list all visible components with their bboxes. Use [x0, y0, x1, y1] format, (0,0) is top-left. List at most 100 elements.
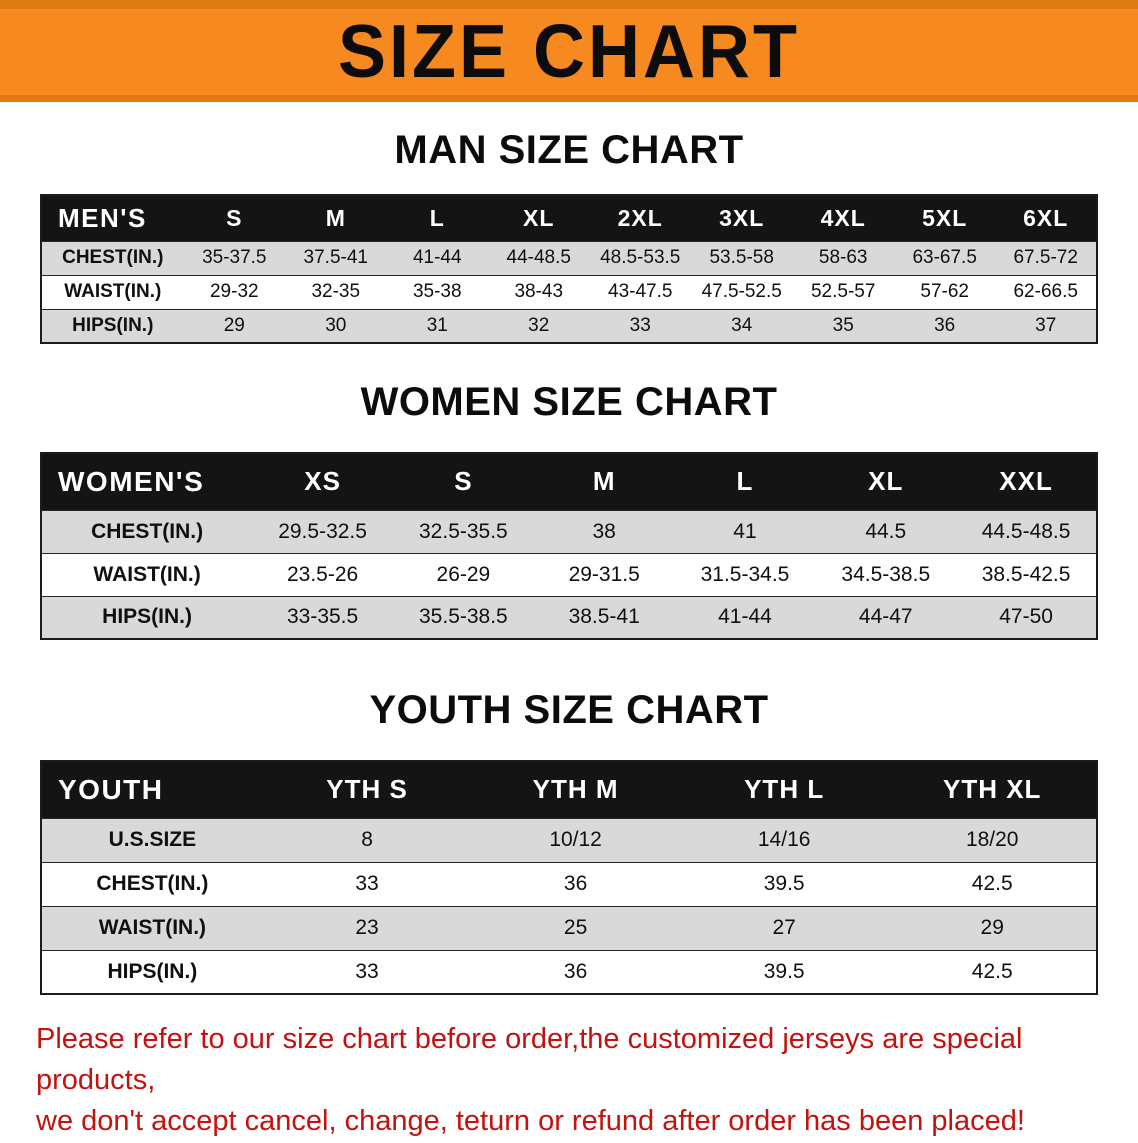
women-size-table: WOMEN'S XS S M L XL XXL CHEST(IN.) 29.5-32.5 32.5… [40, 452, 1098, 640]
measurement-value: 35-38 [386, 274, 488, 310]
measurement-value: 36 [471, 949, 680, 995]
measurement-value: 63-67.5 [893, 240, 996, 276]
row-label: U.S.SIZE [41, 817, 263, 863]
measurement-value: 37.5-41 [285, 240, 387, 276]
youth-size-table: YOUTH YTH S YTH M YTH L YTH XL U.S.SIZE 8 10/12… [40, 760, 1098, 995]
row-label: HIPS(IN.) [41, 308, 184, 344]
size-table: WOMEN'S XS S M L XL XXL CHEST(IN.) 29.5-32.5 32.5… [40, 452, 1098, 640]
row-label: HIPS(IN.) [41, 949, 263, 995]
measurement-row: HIPS(IN.) 33 36 39.5 42.5 [41, 949, 1097, 995]
page-title: SIZE CHART [338, 10, 800, 95]
measurement-value: 44-47 [815, 595, 957, 640]
size-column-header: YTH S [262, 760, 472, 819]
measurement-value: 14/16 [679, 817, 889, 863]
measurement-value: 29 [888, 905, 1097, 951]
measurement-value: 31.5-34.5 [674, 552, 816, 597]
measurement-value: 32-35 [285, 274, 387, 310]
size-column-header: YTH M [471, 760, 680, 819]
measurement-value: 25 [471, 905, 680, 951]
row-label: WAIST(IN.) [41, 552, 253, 597]
row-label: HIPS(IN.) [41, 595, 253, 640]
measurement-value: 67.5-72 [995, 240, 1097, 276]
order-notice: Please refer to our size chart before or… [36, 1019, 1102, 1143]
measurement-value: 36 [471, 861, 680, 907]
measurement-row: CHEST(IN.) 29.5-32.5 32.5-35.5 38 41 44.5 44.5… [41, 509, 1097, 554]
measurement-value: 48.5-53.5 [589, 240, 691, 276]
measurement-value: 29-32 [183, 274, 286, 310]
men-section-heading: MAN SIZE CHART [394, 128, 744, 172]
size-column-header: 2XL [589, 194, 691, 242]
measurement-value: 42.5 [888, 949, 1097, 995]
measurement-value: 32 [488, 308, 590, 344]
measurement-value: 34.5-38.5 [815, 552, 957, 597]
measurement-value: 29-31.5 [533, 552, 675, 597]
size-column-header: S [183, 194, 286, 242]
measurement-value: 53.5-58 [690, 240, 793, 276]
row-label: CHEST(IN.) [41, 240, 184, 276]
measurement-value: 26-29 [392, 552, 534, 597]
measurement-value: 39.5 [679, 949, 889, 995]
measurement-value: 23 [262, 905, 472, 951]
measurement-value: 38-43 [488, 274, 590, 310]
size-column-header: L [386, 194, 488, 242]
size-column-header: XL [815, 452, 957, 511]
row-label: WAIST(IN.) [41, 905, 263, 951]
measurement-value: 42.5 [888, 861, 1097, 907]
row-label: CHEST(IN.) [41, 509, 253, 554]
table-header-row: MEN'S S M L XL 2XL 3XL 4XL 5XL 6XL [41, 194, 1097, 242]
banner: SIZE CHART [0, 0, 1138, 102]
measurement-row: CHEST(IN.) 33 36 39.5 42.5 [41, 861, 1097, 907]
measurement-value: 33-35.5 [252, 595, 393, 640]
size-table: MEN'S S M L XL 2XL 3XL 4XL 5XL 6XL CHEST(IN.) 35-37… [40, 194, 1098, 344]
size-column-header: M [285, 194, 387, 242]
size-column-header: YTH L [679, 760, 889, 819]
size-column-header: 3XL [690, 194, 793, 242]
youth-section-heading: YOUTH SIZE CHART [369, 688, 769, 732]
measurement-value: 38.5-41 [533, 595, 675, 640]
measurement-value: 44.5-48.5 [956, 509, 1097, 554]
measurement-row: WAIST(IN.) 23.5-26 26-29 29-31.5 31.5-34.5 34… [41, 552, 1097, 597]
women-section-heading: WOMEN SIZE CHART [360, 380, 778, 424]
notice-line-1: Please refer to our size chart before or… [36, 1023, 1023, 1097]
size-column-header: 5XL [893, 194, 996, 242]
row-label: CHEST(IN.) [41, 861, 263, 907]
measurement-value: 58-63 [792, 240, 894, 276]
measurement-value: 41-44 [674, 595, 816, 640]
size-column-header: XS [252, 452, 393, 511]
size-column-header: L [674, 452, 816, 511]
measurement-value: 62-66.5 [995, 274, 1097, 310]
measurement-value: 33 [589, 308, 691, 344]
measurement-value: 35-37.5 [183, 240, 286, 276]
measurement-value: 33 [262, 861, 472, 907]
measurement-value: 41-44 [386, 240, 488, 276]
section-youth: YOUTH SIZE CHART YOUTH YTH S YTH M YTH L YTH… [0, 688, 1138, 995]
measurement-value: 38.5-42.5 [956, 552, 1097, 597]
measurement-value: 10/12 [471, 817, 680, 863]
measurement-value: 52.5-57 [792, 274, 894, 310]
measurement-row: HIPS(IN.) 33-35.5 35.5-38.5 38.5-41 41-44 44-… [41, 595, 1097, 640]
size-column-header: 6XL [995, 194, 1097, 242]
measurement-value: 29.5-32.5 [252, 509, 393, 554]
measurement-value: 44.5 [815, 509, 957, 554]
measurement-row: CHEST(IN.) 35-37.5 37.5-41 41-44 44-48.5 48.5… [41, 240, 1097, 276]
size-column-header: XL [488, 194, 590, 242]
size-column-header: S [392, 452, 534, 511]
size-table: YOUTH YTH S YTH M YTH L YTH XL U.S.SIZE 8 10/12… [40, 760, 1098, 995]
measurement-value: 37 [995, 308, 1097, 344]
measurement-value: 29 [183, 308, 286, 344]
table-header-row: YOUTH YTH S YTH M YTH L YTH XL [41, 760, 1097, 819]
row-label: WAIST(IN.) [41, 274, 184, 310]
measurement-value: 35.5-38.5 [392, 595, 534, 640]
measurement-value: 43-47.5 [589, 274, 691, 310]
table-title-cell: YOUTH [41, 760, 263, 819]
size-column-header: XXL [956, 452, 1097, 511]
measurement-value: 32.5-35.5 [392, 509, 534, 554]
measurement-value: 38 [533, 509, 675, 554]
measurement-row: HIPS(IN.) 29 30 31 32 33 34 35 36 37 [41, 308, 1097, 344]
measurement-value: 41 [674, 509, 816, 554]
measurement-value: 30 [285, 308, 387, 344]
measurement-value: 27 [679, 905, 889, 951]
measurement-value: 57-62 [893, 274, 996, 310]
measurement-value: 8 [262, 817, 472, 863]
